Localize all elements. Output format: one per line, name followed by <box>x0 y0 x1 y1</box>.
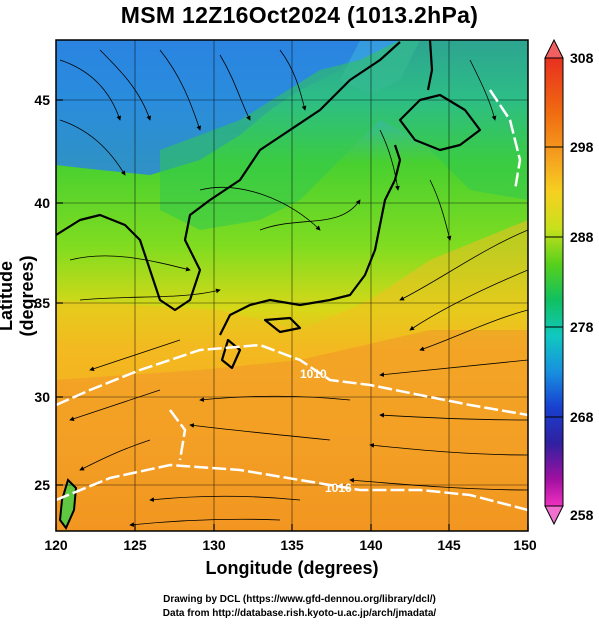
colorbar-label: 268 <box>570 409 594 425</box>
x-tick-label: 140 <box>359 537 383 553</box>
colorbar-label: 278 <box>570 319 594 335</box>
colorbar <box>544 38 564 526</box>
x-tick-label: 130 <box>202 537 226 553</box>
x-tick-label: 120 <box>44 537 68 553</box>
colorbar-label: 308 <box>570 50 594 66</box>
x-tick-label: 145 <box>437 537 461 553</box>
colorbar-label: 258 <box>570 507 594 523</box>
colorbar-label: 288 <box>570 229 594 245</box>
contour-label: 1016 <box>325 481 352 495</box>
colorbar-label: 298 <box>570 139 594 155</box>
contour-label: 1010 <box>300 367 327 381</box>
colorbar-bottom-arrow <box>544 505 564 526</box>
y-tick-label: 25 <box>34 477 50 493</box>
y-tick-label: 40 <box>34 195 50 211</box>
y-tick-label: 35 <box>34 295 50 311</box>
y-tick-label: 45 <box>34 92 50 108</box>
credit-drawing: Drawing by DCL (https://www.gfd-dennou.o… <box>163 594 436 605</box>
x-tick-label: 135 <box>280 537 304 553</box>
credit-data: Data from http://database.rish.kyoto-u.a… <box>162 608 437 619</box>
map-title: MSM 12Z16Oct2024 (1013.2hPa) <box>120 2 479 28</box>
x-tick-label: 150 <box>513 537 537 553</box>
axis-ticks <box>55 99 529 531</box>
colorbar-top-arrow <box>544 38 564 59</box>
y-tick-label: 30 <box>34 389 50 405</box>
temperature-field: 1010 1016 <box>56 40 528 531</box>
y-axis-label: Latitude (degrees) <box>0 255 37 337</box>
x-tick-label: 125 <box>123 537 147 553</box>
x-axis-label: Longitude (degrees) <box>205 558 379 578</box>
